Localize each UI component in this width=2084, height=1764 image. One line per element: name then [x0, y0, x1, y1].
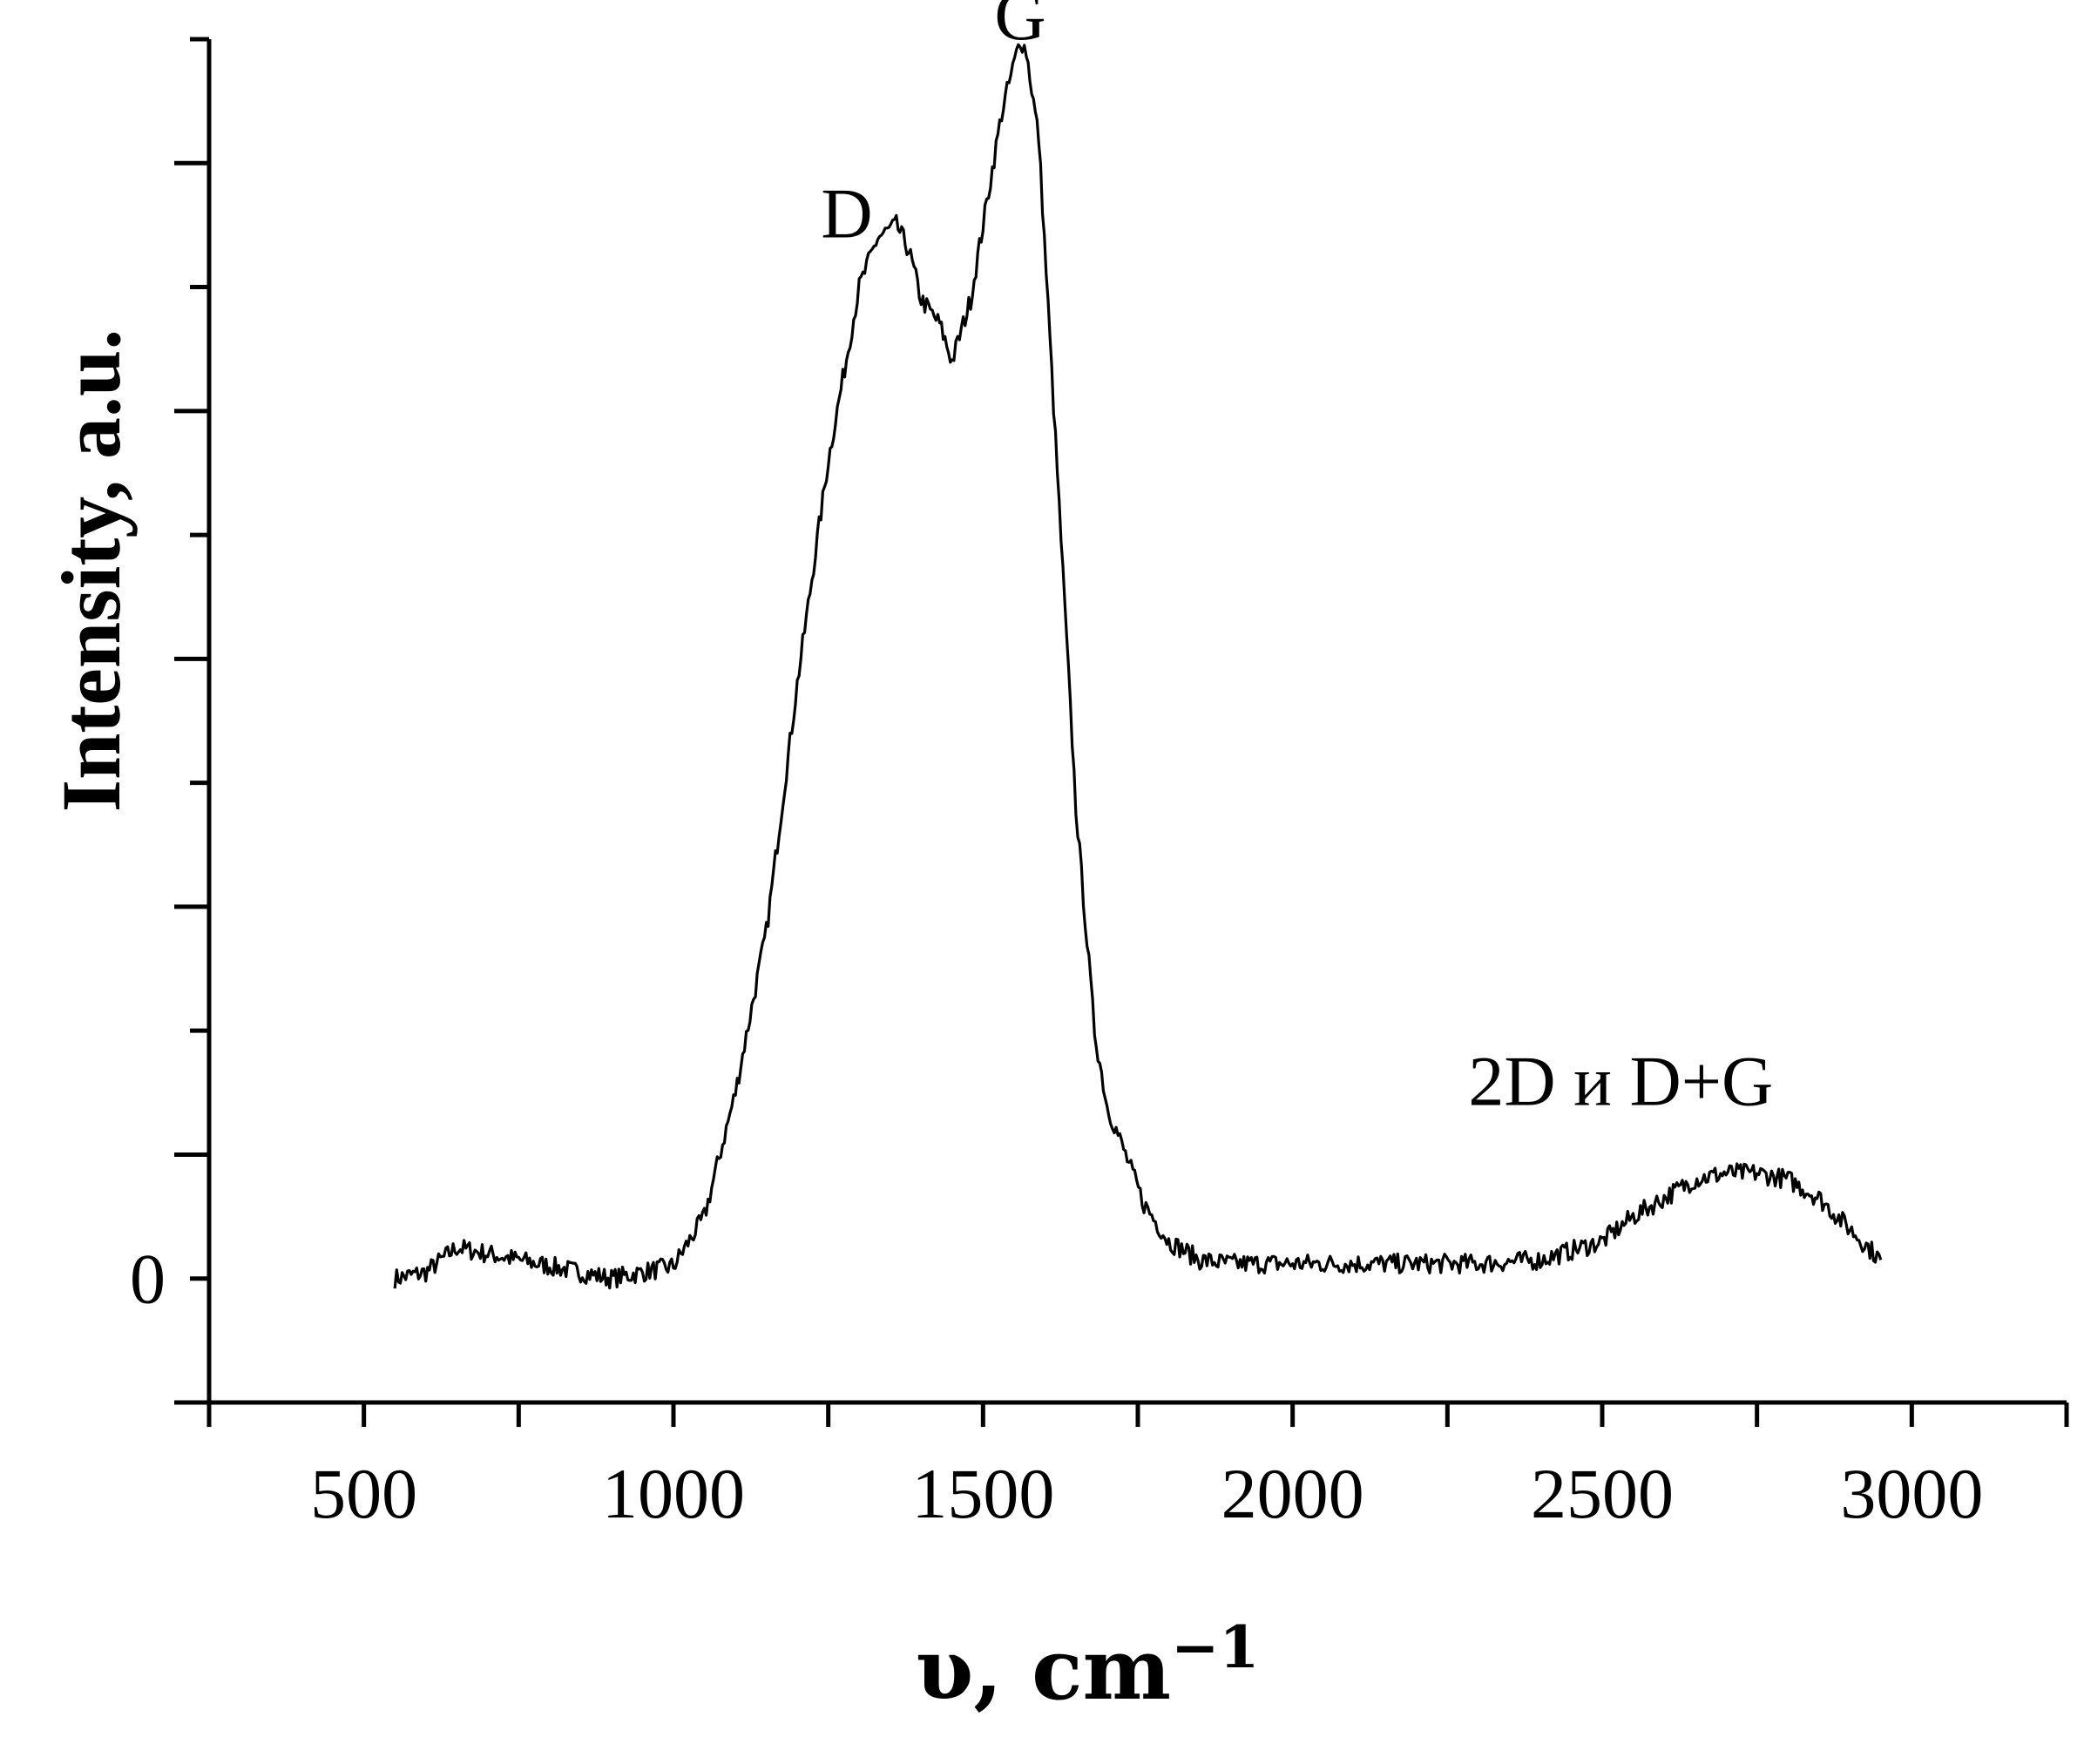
x-tick-label: 2000	[1221, 1454, 1364, 1533]
y-axis-label: Intensity, a.u.	[44, 329, 138, 813]
x-ticks: 500 1000 1500 2000 2500 3000	[206, 1402, 2069, 1533]
x-tick-label: 1500	[911, 1454, 1054, 1533]
y-ticks: 0	[130, 37, 209, 1405]
peak-label: D	[821, 174, 872, 253]
x-tick-label: 500	[310, 1454, 417, 1533]
spectrum-line	[393, 43, 1883, 1290]
x-axis-label: υ, cm−1	[916, 1613, 1260, 1719]
peak-annotations: D G 2D и D+G	[821, 0, 1773, 1121]
x-tick-label: 2500	[1531, 1454, 1674, 1533]
peak-label: 2D и D+G	[1468, 1042, 1773, 1121]
x-tick-label: 3000	[1840, 1454, 1983, 1533]
peak-label: G	[994, 0, 1045, 55]
y-tick-label: 0	[130, 1240, 166, 1319]
x-tick-label: 1000	[602, 1454, 745, 1533]
axes	[206, 39, 2067, 1405]
